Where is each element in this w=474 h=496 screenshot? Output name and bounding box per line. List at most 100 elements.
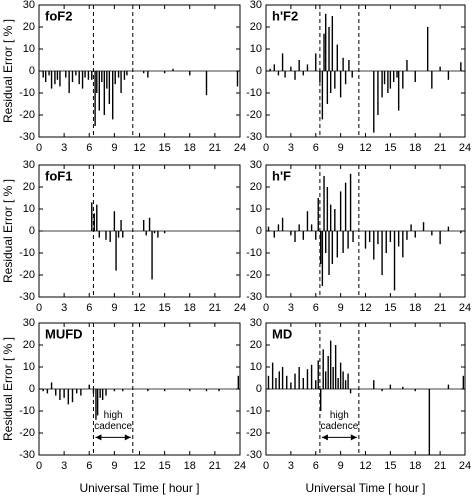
spike <box>422 222 425 231</box>
x-tick-label: 21 <box>434 460 446 472</box>
y-tick-label: -20 <box>246 269 262 281</box>
x-axis-label: Universal Time [ hour ] <box>305 481 425 495</box>
spike <box>431 71 433 89</box>
x-tick-label: 12 <box>359 142 371 154</box>
spike <box>339 362 342 389</box>
spike <box>277 224 280 231</box>
y-axis-label: Residual Error [ % ] <box>1 179 15 283</box>
spike <box>349 173 352 231</box>
spike <box>294 373 296 389</box>
spike <box>298 60 300 71</box>
spike <box>120 71 122 93</box>
y-tick-label: -20 <box>19 269 35 281</box>
x-tick-label: 15 <box>384 142 396 154</box>
x-tick-label: 15 <box>159 460 171 472</box>
spike <box>348 60 350 71</box>
plot-frame <box>38 4 241 138</box>
spike <box>205 389 208 392</box>
x-tick-label: 6 <box>313 302 319 314</box>
spike <box>329 204 332 231</box>
plot-frame <box>38 322 241 456</box>
y-tick-label: -20 <box>19 427 35 439</box>
spike <box>71 71 74 82</box>
spike <box>389 71 392 89</box>
panel: -30 -20 -10 0 10 20 30 0 3 6 9 12 15 18 21 24 MUFD Residu… <box>1 317 246 495</box>
spike <box>322 349 324 389</box>
spike <box>325 13 327 72</box>
spike <box>84 71 86 78</box>
spike <box>81 71 84 89</box>
spike <box>319 71 321 82</box>
x-tick-label: 6 <box>86 460 92 472</box>
x-tick-label: 24 <box>234 302 246 314</box>
y-tick-label: 10 <box>23 43 35 55</box>
spike <box>315 380 317 389</box>
spike <box>310 364 313 389</box>
panel-label: foF1 <box>45 168 72 183</box>
spike <box>306 211 309 231</box>
y-tick-label: -30 <box>19 131 35 143</box>
y-tick-label: -30 <box>19 449 35 461</box>
spike <box>396 71 398 78</box>
spike <box>114 71 116 85</box>
spike <box>406 60 408 71</box>
spike <box>218 389 220 392</box>
spike <box>281 217 284 231</box>
spike <box>294 231 296 242</box>
y-tick-label: 30 <box>23 317 35 329</box>
spike <box>426 27 429 71</box>
spike <box>383 71 386 85</box>
spike <box>63 389 65 398</box>
y-tick-label: 10 <box>23 361 35 373</box>
spike <box>323 176 325 231</box>
spike <box>123 71 126 80</box>
spike <box>95 389 97 420</box>
spike <box>392 71 395 82</box>
spike <box>326 71 329 104</box>
spike <box>273 231 275 238</box>
spike <box>402 386 404 389</box>
spike <box>377 71 379 115</box>
y-tick-label: 30 <box>23 159 35 171</box>
x-tick-label: 6 <box>86 302 92 314</box>
x-tick-label: 6 <box>313 460 319 472</box>
x-tick-label: 21 <box>209 302 221 314</box>
spike <box>271 362 274 389</box>
spike <box>98 71 100 111</box>
spike <box>298 224 300 231</box>
plot-frame <box>265 322 466 456</box>
spike <box>339 191 342 231</box>
spike <box>117 71 120 78</box>
y-tick-label: 20 <box>23 339 35 351</box>
spike <box>117 231 120 238</box>
spike <box>326 187 329 231</box>
spike <box>302 378 305 389</box>
spike <box>122 389 124 392</box>
spike <box>236 71 239 87</box>
spike <box>46 389 49 394</box>
plot-frame <box>265 164 466 298</box>
spike <box>59 389 61 400</box>
y-tick-label: -10 <box>19 405 35 417</box>
spike <box>126 71 128 76</box>
y-tick-label: 10 <box>250 203 262 215</box>
spike <box>96 389 99 416</box>
spike <box>94 71 96 126</box>
y-tick-label: 10 <box>23 203 35 215</box>
spike <box>325 231 327 253</box>
spike <box>334 71 336 89</box>
spike <box>368 231 371 242</box>
spike <box>267 375 270 389</box>
spike <box>344 380 347 389</box>
spike <box>99 389 101 398</box>
spike <box>277 71 280 76</box>
x-tick-label: 18 <box>184 142 196 154</box>
y-tick-label: 0 <box>29 65 35 77</box>
x-tick-label: 0 <box>36 302 42 314</box>
spike <box>237 375 240 389</box>
spike <box>145 231 147 236</box>
spike <box>96 204 98 231</box>
y-axis-label: Residual Error [ % ] <box>1 19 15 123</box>
